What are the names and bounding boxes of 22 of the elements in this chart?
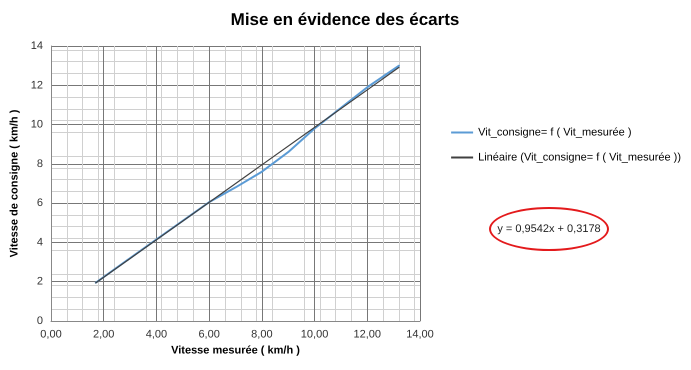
y-tick-label: 2 [36, 276, 43, 288]
y-tick-label: 12 [30, 79, 43, 92]
y-tick-label: 6 [36, 197, 43, 210]
chart-title: Mise en évidence des écarts [230, 10, 460, 29]
x-tick-label: 0,00 [40, 328, 62, 340]
x-tick-label: 12,00 [354, 328, 382, 340]
x-tick-label: 10,00 [300, 328, 328, 340]
y-tick-label: 8 [36, 158, 43, 170]
y-tick-label: 14 [30, 40, 43, 52]
x-tick-label: 8,00 [251, 328, 273, 340]
legend-label: Linéaire (Vit_consigne= f ( Vit_mesurée )) [478, 152, 682, 164]
x-tick-label: 14,00 [406, 328, 434, 340]
legend-label: Vit_consigne= f ( Vit_mesurée ) [478, 126, 632, 138]
x-axis-title: Vitesse mesurée ( km/h ) [171, 344, 300, 356]
y-tick-label: 4 [36, 236, 43, 248]
x-tick-label: 6,00 [198, 328, 220, 340]
y-tick-label: 10 [30, 118, 43, 131]
y-axis-title: Vitesse de consigne ( km/h ) [8, 109, 20, 258]
ellipse-outline: y = 0,9542x + 0,3178 [489, 207, 609, 251]
x-tick-label: 4,00 [146, 328, 168, 340]
y-tick-label: 0 [36, 315, 43, 327]
x-tick-label: 2,00 [93, 328, 114, 340]
